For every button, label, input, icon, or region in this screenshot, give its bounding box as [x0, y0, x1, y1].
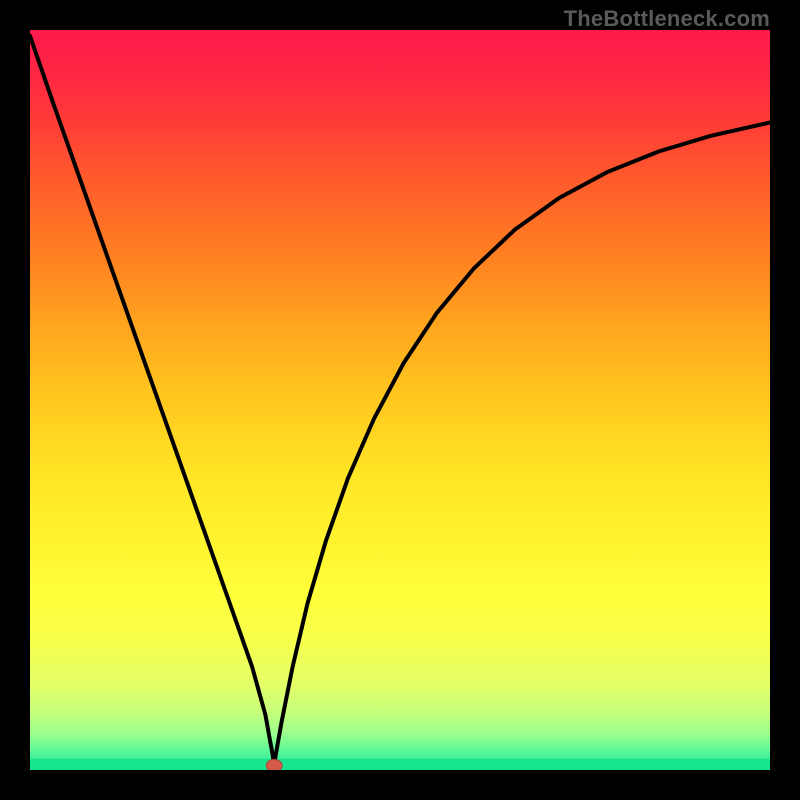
bottom-band — [30, 759, 770, 770]
watermark-text: TheBottleneck.com — [564, 6, 770, 32]
chart-frame: TheBottleneck.com — [0, 0, 800, 800]
plot-svg — [30, 30, 770, 770]
minimum-marker — [266, 760, 282, 770]
gradient-background — [30, 30, 770, 770]
plot-area — [30, 30, 770, 770]
